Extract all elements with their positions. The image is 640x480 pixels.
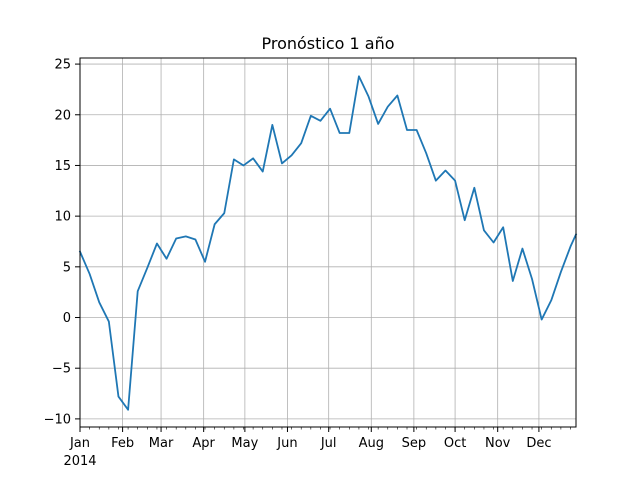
y-tick-label: −5	[52, 362, 71, 377]
y-tick-label: 5	[63, 260, 71, 275]
y-tick-label: −10	[44, 412, 71, 427]
series-line	[78, 75, 578, 411]
x-tick-label: Sep	[402, 436, 427, 451]
x-tick-label: Oct	[444, 436, 466, 451]
plot-frame	[79, 57, 577, 428]
axis-ticks: Jan Feb Mar Apr May Jun Jul Aug Sep Oct Nov Dec −10 −…	[44, 58, 571, 451]
chart-title: Pronóstico 1 año	[261, 34, 394, 53]
x-tick-label: May	[231, 436, 258, 451]
series-layer	[78, 75, 578, 411]
x-axis-year-label: 2014	[63, 454, 96, 469]
y-tick-label: 15	[54, 159, 71, 174]
y-tick-label: 25	[54, 58, 71, 73]
x-tick-label: Feb	[111, 436, 134, 451]
y-tick-label: 20	[54, 108, 71, 123]
x-tick-label: Dec	[526, 436, 551, 451]
x-tick-label: Nov	[485, 436, 511, 451]
x-tick-label: Mar	[149, 436, 174, 451]
x-tick-label: Aug	[359, 436, 384, 451]
x-tick-label: Jul	[320, 436, 337, 451]
y-tick-label: 10	[54, 210, 71, 225]
x-tick-label: Apr	[192, 436, 215, 451]
grid-lines	[79, 58, 576, 427]
x-tick-label: Jun	[276, 436, 297, 451]
x-tick-label: Jan	[69, 436, 90, 451]
y-tick-label: 0	[63, 311, 71, 326]
